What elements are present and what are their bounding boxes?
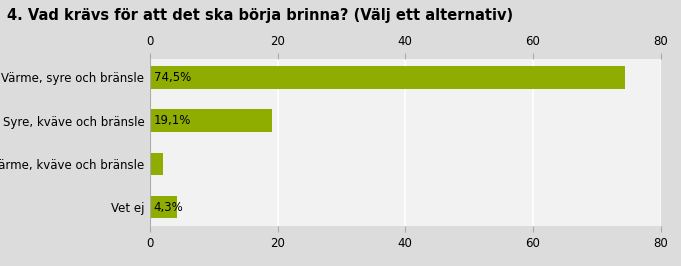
Text: 74,5%: 74,5% [154, 71, 191, 84]
Text: 19,1%: 19,1% [154, 114, 191, 127]
Bar [150, 109, 272, 132]
Text: 4,3%: 4,3% [154, 201, 183, 214]
Bar [150, 196, 177, 218]
Text: 4. Vad krävs för att det ska börja brinna? (Välj ett alternativ): 4. Vad krävs för att det ska börja brinn… [7, 8, 513, 23]
Bar [150, 66, 625, 89]
Bar [150, 153, 163, 175]
